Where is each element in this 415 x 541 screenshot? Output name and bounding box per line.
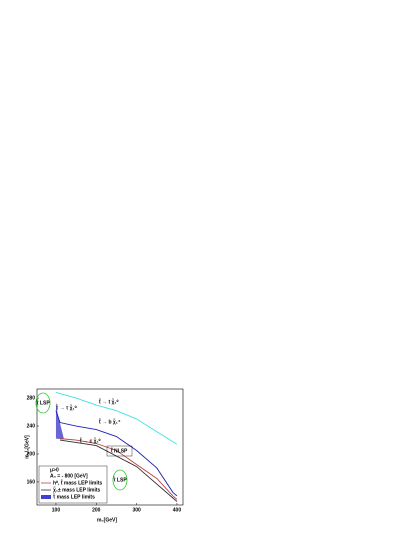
box [106,445,133,457]
legend-label: χ̃₁± mass LEP limits [53,486,101,493]
series-line [55,410,178,497]
annotation: τ̃ → τ χ̃₁⁰ [55,404,76,411]
oval [35,392,51,414]
legend-label: h⁰, t̃ mass LEP limits [53,480,102,487]
series-line [59,438,178,500]
annotation: t̃ → t χ̃₁⁰ [98,398,118,405]
annotation: t̃ → c χ̃₁⁰ [79,437,100,444]
legend-swatch [41,495,51,499]
legend-title: μ>0 [50,467,59,473]
y-tick-label: 200 [27,451,36,457]
legend-title: A₀ = - 800 [GeV] [50,473,88,479]
y-axis-label: m₁/₂[GeV] [24,435,30,459]
annotation: τ̃ LSP [113,476,128,483]
y-tick-label: 240 [27,423,36,429]
annotation: τ̃ LSP [36,399,51,406]
x-tick-label: 200 [92,507,101,513]
oval [112,469,128,491]
annotation: t̃ → b χ̃₁⁺ [98,418,121,425]
lep-region [55,401,65,440]
y-tick-label: 160 [27,479,36,485]
x-tick-label: 300 [132,507,141,513]
y-tick-label: 280 [27,395,36,401]
legend-label: τ̃ mass LEP limits [52,493,95,500]
x-tick-label: 100 [52,507,61,513]
x-tick-label: 400 [173,507,182,513]
series-line [55,392,178,445]
annotation: t̃ NLSP [110,448,128,455]
plot-frame [36,388,184,506]
x-axis-label: m₀[GeV] [97,517,117,523]
